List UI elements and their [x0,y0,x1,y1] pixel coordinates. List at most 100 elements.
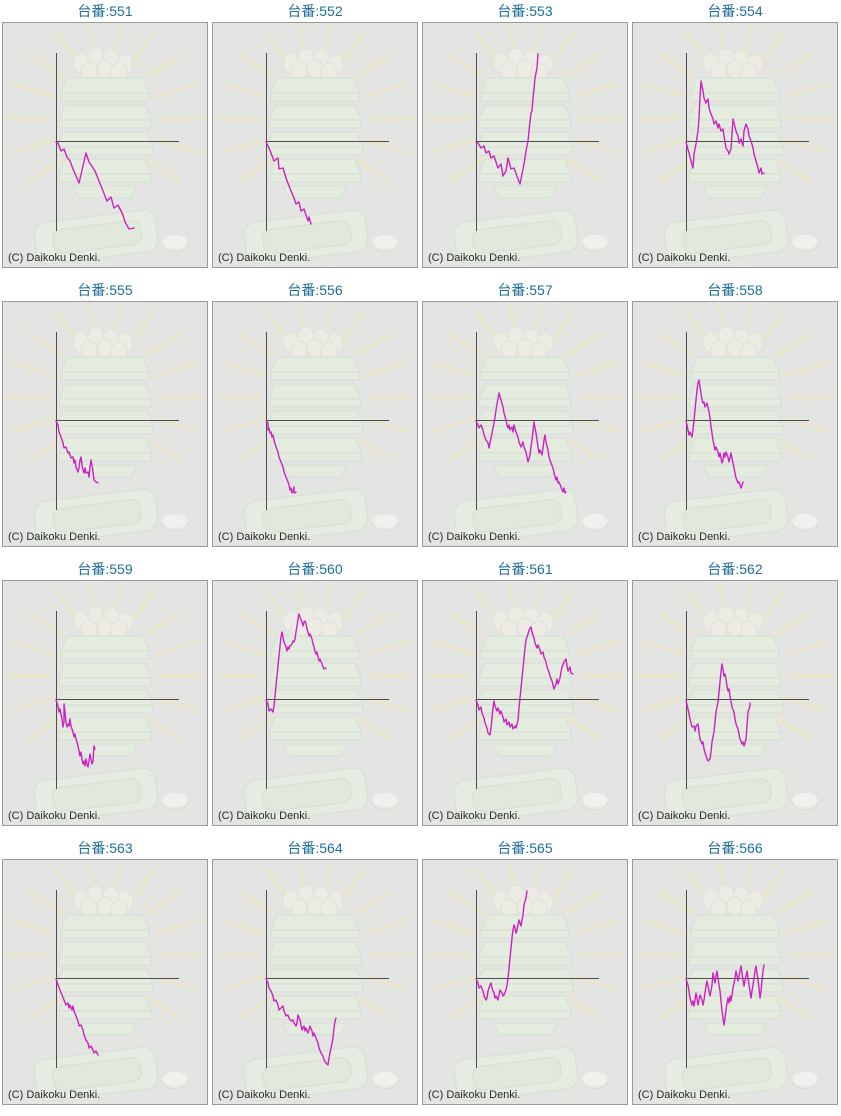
light-rays-decoration [636,862,834,1019]
bottom-tray-decoration [453,1046,579,1102]
coin-decoration [581,513,609,532]
pachinko-balls-decoration [72,884,134,919]
payout-line [265,978,337,1066]
pachinko-balls-decoration [702,884,764,919]
tray-stack-decoration [476,356,574,478]
coin-decoration [371,513,399,532]
copyright-label: (C) Daikoku Denki. [218,531,311,543]
coin-decoration [791,234,819,253]
bottom-tray-decoration [33,767,159,823]
chart-panel: (C) Daikoku Denki. [2,22,208,268]
bottom-tray-decoration [663,209,789,265]
slump-graph [636,862,834,1102]
payout-line [475,53,539,185]
coin-decoration [161,234,189,253]
pachinko-machine-watermark [426,583,624,823]
payout-line [685,663,751,762]
machine-chart-cell: 台番:552 [210,0,420,279]
copyright-label: (C) Daikoku Denki. [638,1089,731,1101]
light-rays-decoration [6,25,204,182]
coin-decoration [161,792,189,811]
pachinko-balls-decoration [282,884,344,919]
machine-number-title: 台番:564 [287,840,343,856]
pachinko-machine-watermark [426,25,624,265]
pachinko-balls-decoration [72,326,134,361]
tray-stack-decoration [686,914,784,1036]
copyright-label: (C) Daikoku Denki. [8,1089,101,1101]
machine-number-title: 台番:565 [497,840,553,856]
pachinko-balls-decoration [702,326,764,361]
bottom-tray-decoration [663,767,789,823]
chart-panel: (C) Daikoku Denki. [422,859,628,1105]
payout-line [475,626,574,736]
tray-stack-decoration [266,356,364,478]
chart-panel: (C) Daikoku Denki. [632,580,838,826]
copyright-label: (C) Daikoku Denki. [218,1089,311,1101]
coin-decoration [791,1071,819,1090]
machine-number-title: 台番:566 [707,840,763,856]
machine-number-title: 台番:552 [287,3,343,19]
light-rays-decoration [6,304,204,461]
light-rays-decoration [216,583,414,740]
light-rays-decoration [636,304,834,461]
pachinko-machine-watermark [636,25,834,265]
light-rays-decoration [636,25,834,182]
slump-graph [636,304,834,544]
slump-graph [6,25,204,265]
payout-line [55,978,99,1056]
pachinko-balls-decoration [702,605,764,640]
payout-line [265,141,312,225]
copyright-label: (C) Daikoku Denki. [428,531,521,543]
pachinko-balls-decoration [282,605,344,640]
pachinko-machine-watermark [426,304,624,544]
machine-number-title: 台番:553 [497,3,553,19]
payout-line [55,141,135,230]
pachinko-machine-watermark [216,583,414,823]
copyright-label: (C) Daikoku Denki. [638,810,731,822]
machine-number-title: 台番:562 [707,561,763,577]
coin-decoration [161,513,189,532]
light-rays-decoration [6,583,204,740]
machine-number-title: 台番:557 [497,282,553,298]
bottom-tray-decoration [243,1046,369,1102]
slump-graph [426,583,624,823]
machine-chart-cell: 台番:554 [630,0,840,279]
machine-chart-cell: 台番:564 [210,837,420,1116]
machine-number-title: 台番:559 [77,561,133,577]
machine-number-title: 台番:558 [707,282,763,298]
machine-chart-cell: 台番:560 [210,558,420,837]
bottom-tray-decoration [663,1046,789,1102]
pachinko-balls-decoration [282,47,344,82]
machine-chart-cell: 台番:561 [420,558,630,837]
bottom-tray-decoration [243,488,369,544]
pachinko-balls-decoration [282,326,344,361]
chart-panel: (C) Daikoku Denki. [2,580,208,826]
light-rays-decoration [426,583,624,740]
machine-chart-cell: 台番:557 [420,279,630,558]
copyright-label: (C) Daikoku Denki. [428,810,521,822]
pachinko-machine-watermark [6,583,204,823]
slump-graph [216,304,414,544]
slump-graph [426,304,624,544]
tray-stack-decoration [56,914,154,1036]
light-rays-decoration [216,862,414,1019]
copyright-label: (C) Daikoku Denki. [218,810,311,822]
copyright-label: (C) Daikoku Denki. [638,252,731,264]
machine-chart-cell: 台番:559 [0,558,210,837]
machine-chart-cell: 台番:556 [210,279,420,558]
tray-stack-decoration [56,356,154,478]
pachinko-machine-watermark [6,862,204,1102]
light-rays-decoration [426,862,624,1019]
light-rays-decoration [216,304,414,461]
tray-stack-decoration [686,77,784,199]
copyright-label: (C) Daikoku Denki. [218,252,311,264]
bottom-tray-decoration [33,488,159,544]
coin-decoration [581,1071,609,1090]
bottom-tray-decoration [243,209,369,265]
coin-decoration [791,792,819,811]
coin-decoration [371,1071,399,1090]
chart-panel: (C) Daikoku Denki. [212,859,418,1105]
chart-panel: (C) Daikoku Denki. [632,301,838,547]
machine-chart-cell: 台番:555 [0,279,210,558]
payout-line [475,392,567,494]
